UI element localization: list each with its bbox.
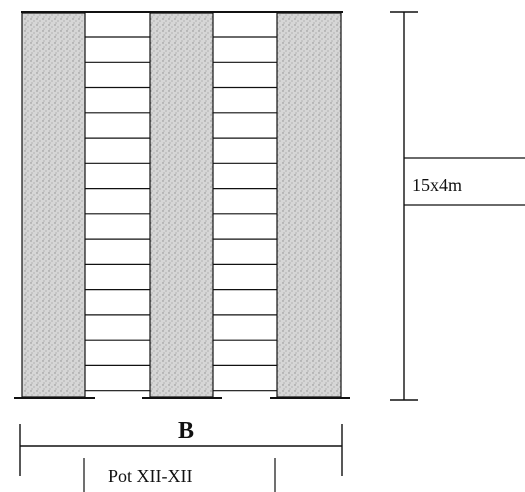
floor-beams-right-bay [213,37,277,391]
shear-wall-right [277,13,341,397]
height-dimension: 15x4m [390,12,525,400]
floor-beams-left-bay [85,37,150,391]
shear-walls [22,13,341,397]
shear-wall-left [22,13,85,397]
height-label: 15x4m [412,175,462,195]
section-label-box: Pot XII-XII [84,458,275,492]
shear-wall-center [150,13,213,397]
width-label: B [178,418,194,444]
section-label: Pot XII-XII [108,466,192,486]
